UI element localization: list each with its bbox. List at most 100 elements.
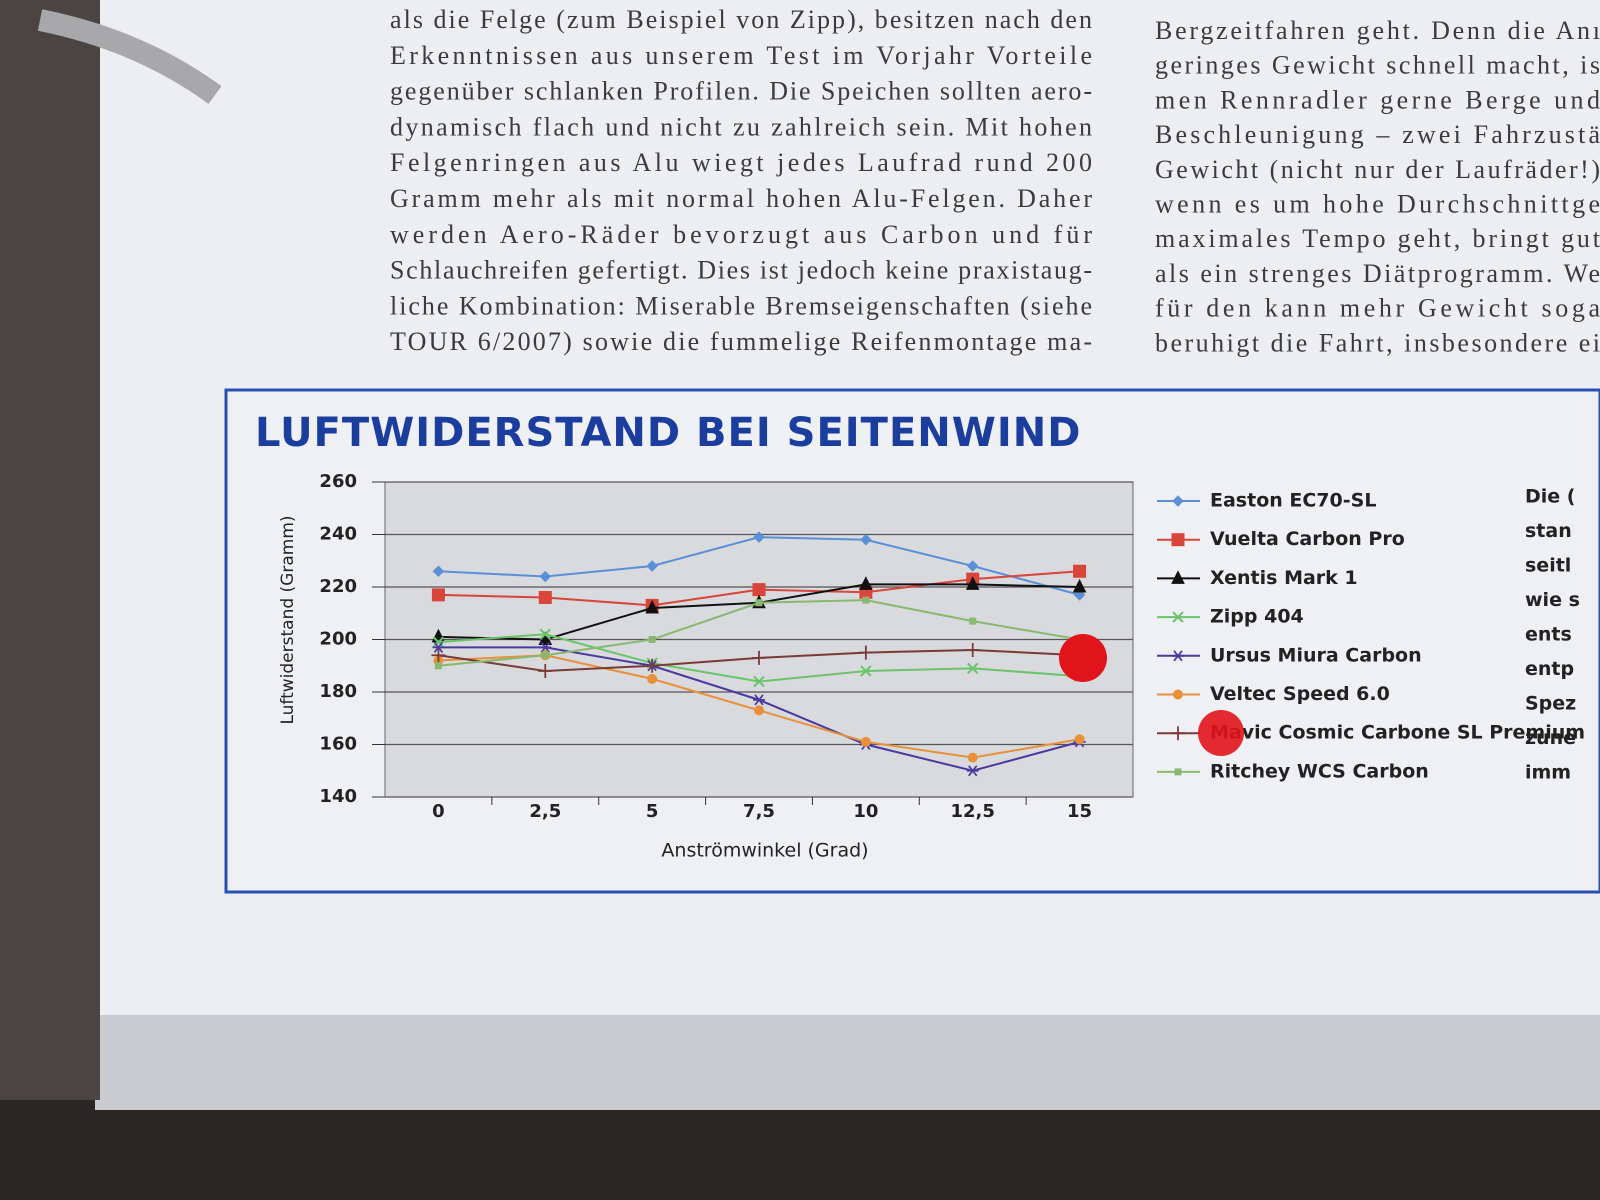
marker <box>754 705 764 716</box>
marker <box>432 565 445 577</box>
marker <box>860 736 871 747</box>
marker <box>966 765 979 777</box>
body-text: Bergzeitfahren geht. Denn die Anı <box>1155 16 1600 45</box>
binder-ring <box>37 9 222 104</box>
marker <box>965 643 980 657</box>
x-tick-label: 2,5 <box>529 801 561 822</box>
body-text: geringes Gewicht schnell macht, is <box>1155 51 1600 80</box>
legend-label: Zipp 404 <box>1210 606 1304 628</box>
marker <box>539 641 552 653</box>
marker <box>752 583 766 597</box>
marker <box>539 628 551 640</box>
annotation-dot <box>1059 634 1107 682</box>
marker <box>646 560 658 572</box>
body-text: liche Kombination: Miserable Bremseigens… <box>390 291 1092 320</box>
chart-title: LUFTWIDERSTAND BEI SEITENWIND <box>255 410 1081 456</box>
marker <box>645 658 660 673</box>
body-text: Gewicht (nicht nur der Laufräder!) <box>1155 155 1600 184</box>
y-axis-title: Luftwiderstand (Gramm) <box>278 515 298 724</box>
marker <box>753 675 765 688</box>
legend-label: Mavic Cosmic Carbone SL Premium <box>1210 722 1585 744</box>
body-text: Felgenringen aus Alu wiegt jedes Laufrad… <box>390 148 1092 177</box>
marker <box>862 596 870 604</box>
x-tick-label: 7,5 <box>743 801 775 822</box>
x-tick-label: 0 <box>432 801 445 822</box>
marker <box>645 599 659 614</box>
marker <box>431 648 446 663</box>
side-text: entp <box>1525 658 1574 680</box>
body-text: maximales Tempo geht, bringt gut <box>1155 224 1600 253</box>
marker <box>967 662 979 675</box>
marker <box>539 570 551 583</box>
legend-marker <box>1171 726 1185 741</box>
legend-marker <box>1171 533 1185 547</box>
y-tick-label: 200 <box>319 629 357 650</box>
page-stack <box>95 1010 1600 1110</box>
y-tick-label: 180 <box>319 681 357 702</box>
side-text: wie s <box>1525 589 1580 611</box>
marker <box>753 694 765 706</box>
legend-label: Veltec Speed 6.0 <box>1210 683 1390 705</box>
marker <box>541 651 549 659</box>
legend-label: Ursus Miura Carbon <box>1210 644 1422 666</box>
body-text: als ein strenges Diätprogramm. We <box>1155 259 1600 288</box>
legend-marker <box>1172 495 1184 507</box>
side-text: imm <box>1525 762 1571 784</box>
marker <box>538 664 553 678</box>
body-text: Schlauchreifen gefertigt. Dies ist jedoc… <box>390 256 1092 285</box>
body-text: werden Aero-Räder bevorzugt aus Carbon u… <box>390 220 1092 249</box>
legend-marker <box>1172 650 1184 662</box>
binder <box>0 0 100 1100</box>
legend-marker <box>1172 611 1184 623</box>
marker <box>753 531 765 543</box>
marker <box>432 636 445 648</box>
marker <box>860 665 872 677</box>
marker <box>755 599 763 607</box>
body-text: TOUR 6/2007) sowie die fummelige Reifenm… <box>390 327 1092 356</box>
marker <box>432 641 445 653</box>
body-text: gegenüber schlanken Profilen. Die Speich… <box>390 77 1092 106</box>
legend-label: Easton EC70-SL <box>1210 490 1376 512</box>
x-tick-label: 12,5 <box>951 801 995 822</box>
y-tick-label: 140 <box>319 786 357 807</box>
marker <box>752 650 766 665</box>
y-tick-label: 160 <box>319 734 357 755</box>
marker <box>967 752 978 763</box>
legend-marker <box>1173 689 1183 700</box>
body-text: Erkenntnissen aus unserem Test im Vorjah… <box>390 41 1092 70</box>
marker <box>431 588 445 602</box>
marker <box>1073 564 1087 578</box>
body-text: beruhigt die Fahrt, insbesondere ei <box>1155 328 1600 357</box>
marker <box>967 560 979 572</box>
marker <box>648 636 656 643</box>
marker <box>859 576 873 590</box>
marker <box>858 645 873 660</box>
marker <box>1074 734 1085 745</box>
x-tick-label: 15 <box>1067 801 1092 822</box>
y-tick-label: 260 <box>319 471 357 492</box>
body-text: Beschleunigung – zwei Fahrzustä <box>1155 120 1600 149</box>
side-text: Die ( <box>1525 486 1575 508</box>
x-axis-title: Anströmwinkel (Grad) <box>661 840 868 862</box>
marker <box>965 576 980 590</box>
marker <box>434 662 442 670</box>
side-text: ents <box>1525 624 1572 646</box>
x-tick-label: 5 <box>646 801 659 822</box>
body-text: wenn es um hohe Durchschnittge <box>1155 189 1600 218</box>
legend-label: Xentis Mark 1 <box>1210 567 1358 589</box>
marker <box>969 617 977 625</box>
marker <box>860 534 872 546</box>
body-text: dynamisch flach und nicht zu zahlreich s… <box>390 112 1092 141</box>
side-text: zune <box>1525 727 1576 749</box>
legend-marker <box>1171 570 1185 584</box>
legend-label: Vuelta Carbon Pro <box>1210 528 1405 550</box>
y-tick-label: 220 <box>319 576 357 597</box>
y-tick-label: 240 <box>319 524 357 545</box>
body-text: Gramm mehr als mit normal hohen Alu-Felg… <box>390 184 1092 213</box>
side-text: seitl <box>1525 555 1571 577</box>
side-text: stan <box>1525 520 1572 542</box>
side-text: Spez <box>1525 693 1576 715</box>
legend-label: Ritchey WCS Carbon <box>1210 760 1429 782</box>
legend-marker <box>1174 768 1182 776</box>
